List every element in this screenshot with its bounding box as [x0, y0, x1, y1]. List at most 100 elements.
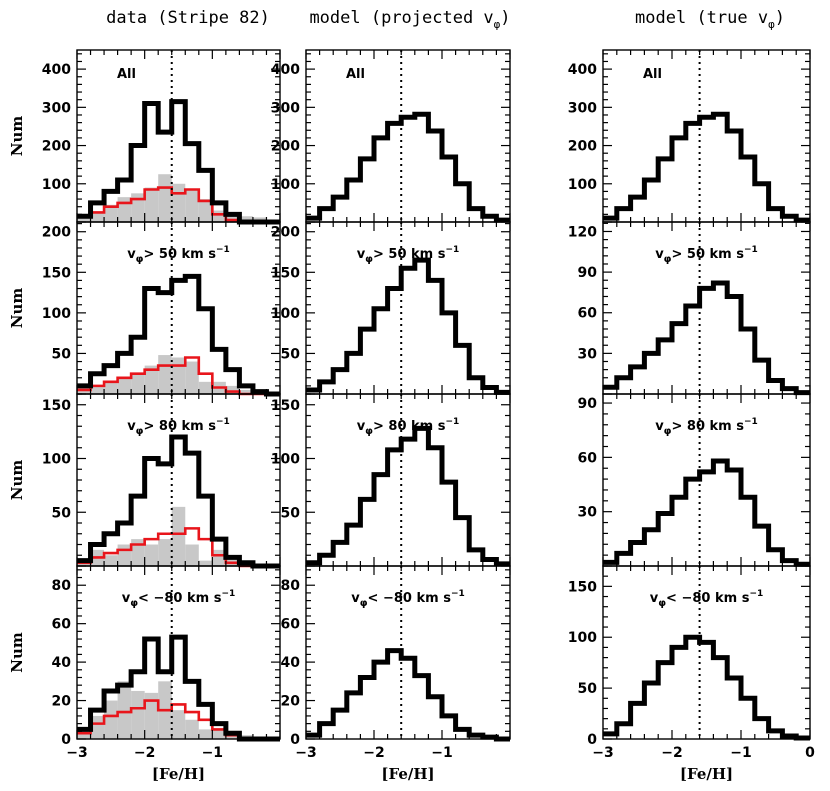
panel-frame: [602, 565, 811, 740]
y-tick-label: 20: [281, 694, 301, 710]
y-tick-label: 300: [271, 100, 300, 116]
label-v: v: [357, 419, 366, 434]
label-superscript: −1: [216, 245, 230, 255]
panel-frame: [76, 565, 281, 740]
y-tick-label: 400: [42, 62, 71, 78]
panel-label: All: [117, 67, 136, 82]
column-title-model-projected-text: model (projected v: [309, 8, 493, 28]
y-tick-label: 50: [52, 505, 72, 521]
gray-bar: [185, 189, 199, 222]
y-tick-label: 50: [52, 346, 72, 362]
y-tick-label: 200: [568, 139, 597, 155]
y-tick-label: 300: [568, 100, 597, 116]
y-tick-label: 200: [271, 139, 300, 155]
red-histogram-line: [77, 356, 280, 396]
y-tick-label: 200: [271, 225, 300, 241]
y-tick-label: 40: [281, 655, 301, 671]
y-tick-label: 100: [271, 177, 300, 193]
gray-bar: [212, 210, 226, 222]
y-tick-label: 80: [52, 578, 72, 594]
label-body: > 50 km s: [373, 247, 446, 262]
gray-bar: [158, 174, 172, 222]
gray-bar: [239, 389, 253, 394]
panel-label: vφ> 80 km s−1: [127, 417, 230, 437]
x-tick-label: −1: [431, 745, 452, 761]
gray-bar: [131, 539, 145, 566]
panel-label: vφ> 80 km s−1: [357, 417, 460, 437]
y-tick-label: 300: [42, 100, 71, 116]
x-axis-label: [Fe/H]: [381, 765, 434, 783]
y-tick-label: 150: [42, 398, 71, 414]
red-histogram-line: [77, 186, 280, 224]
panel-label: vφ> 50 km s−1: [127, 245, 230, 265]
ticks: [602, 394, 811, 567]
label-body: < −80 km s: [368, 591, 452, 606]
axis-labels: Num Num Num Num: [8, 116, 26, 673]
gray-bar: [158, 539, 172, 566]
gray-bar: [117, 681, 132, 739]
gray-bar: [90, 715, 105, 739]
gray-bar: [198, 199, 213, 222]
gray-bar: [131, 690, 145, 739]
label-v: v: [127, 419, 136, 434]
panel-model-proj-row3: 50 100 150 vφ> 80 km s−1: [271, 393, 511, 567]
gray-bar: [239, 216, 253, 222]
gray-bar: [104, 381, 118, 394]
label-body: > 80 km s: [672, 419, 745, 434]
label-superscript: −1: [216, 417, 230, 427]
gray-bar: [90, 385, 105, 394]
label-subscript: φ: [365, 254, 373, 265]
gray-bar: [77, 389, 91, 394]
x-tick-label: −1: [202, 745, 223, 761]
column-title-model-true: model (true vφ): [635, 8, 785, 31]
y-axis-label: Num: [8, 632, 26, 673]
y-tick-label: 80: [281, 578, 301, 594]
x-tick-label: −3: [592, 745, 613, 761]
column-title-model-projected-subscript: φ: [494, 18, 501, 31]
gray-bar: [185, 544, 199, 566]
black-histogram-line: [603, 634, 810, 741]
gray-bar: [117, 544, 132, 566]
gray-bar: [198, 560, 213, 566]
gray-bar: [104, 204, 118, 222]
label-subscript: φ: [360, 598, 368, 609]
y-axis-label: Num: [8, 116, 26, 157]
label-subscript: φ: [664, 426, 672, 437]
label-subscript: φ: [136, 254, 144, 265]
gray-bar: [131, 193, 145, 222]
y-tick-label: 0: [290, 732, 300, 748]
y-axis-label: Num: [8, 460, 26, 501]
y-tick-label: 120: [568, 224, 597, 240]
gray-bar: [90, 212, 105, 222]
y-tick-label: 0: [587, 732, 597, 748]
ticks: [76, 222, 281, 395]
column-title-model-projected-close: ): [500, 8, 510, 28]
panel-frame: [305, 565, 511, 740]
y-tick-label: 100: [271, 306, 300, 322]
label-superscript: −1: [446, 417, 460, 427]
label-v: v: [650, 591, 659, 606]
panel-data-row1: 100 200 300 400 All: [42, 49, 281, 225]
y-tick-label: 50: [281, 505, 301, 521]
y-tick-label: 40: [52, 655, 72, 671]
panel-model-proj-row1: 100 200 300 400 All: [271, 49, 511, 223]
y-tick-label: 60: [578, 306, 598, 322]
gray-bar: [144, 365, 159, 394]
panel-label: vφ< −80 km s−1: [650, 589, 764, 609]
gray-bar: [185, 361, 199, 394]
y-tick-label: 20: [52, 694, 72, 710]
gray-bar: [144, 187, 159, 222]
panel-label: All: [346, 67, 365, 82]
gray-bar: [158, 355, 172, 394]
label-body: > 50 km s: [144, 247, 217, 262]
label-body: > 80 km s: [144, 419, 217, 434]
panel-label: vφ< −80 km s−1: [351, 589, 465, 609]
panel-label: vφ> 80 km s−1: [655, 417, 758, 437]
label-v: v: [127, 247, 136, 262]
y-tick-label: 50: [281, 346, 301, 362]
panel-model-true-row2: 30 60 90 120 vφ> 50 km s−1: [568, 221, 811, 396]
x-tick-label: −3: [295, 745, 316, 761]
x-tick-label: 0: [805, 745, 815, 761]
label-subscript: φ: [365, 426, 373, 437]
